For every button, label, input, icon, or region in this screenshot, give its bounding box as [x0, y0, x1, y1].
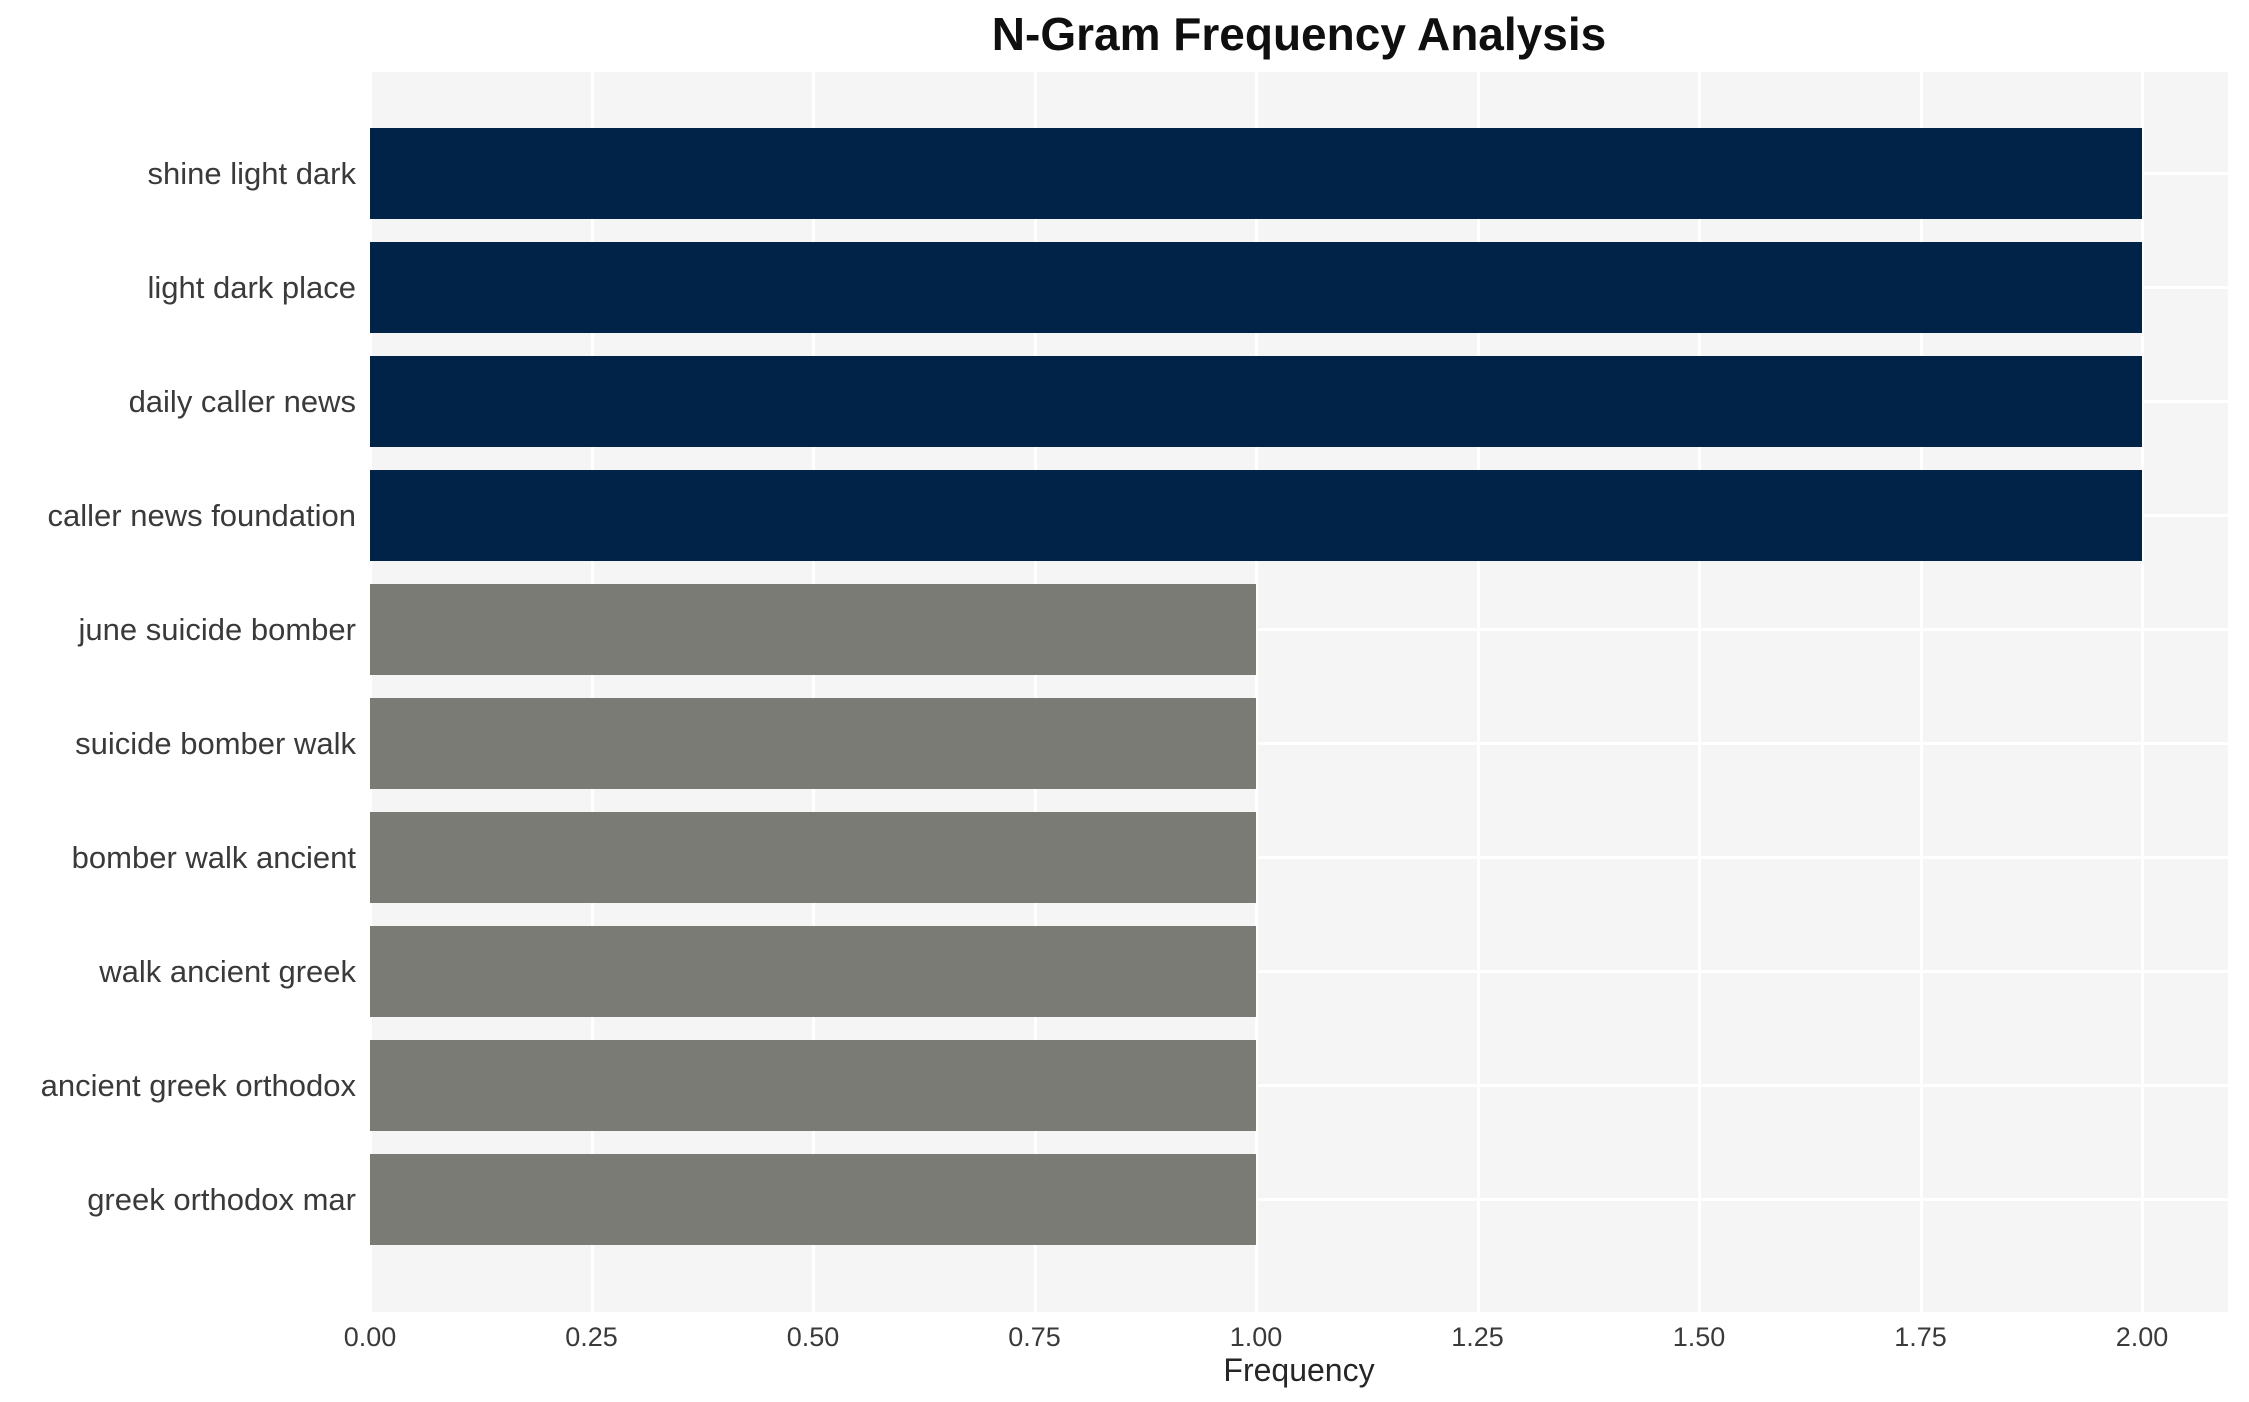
gridline-vertical: [1477, 72, 1480, 1312]
gridline-horizontal: [370, 856, 2228, 859]
gridline-vertical: [1255, 72, 1258, 1312]
x-tick-label: 0.50: [786, 1322, 840, 1352]
y-tick-label: ancient greek orthodox: [40, 1067, 356, 1103]
y-tick-label: greek orthodox mar: [87, 1181, 356, 1217]
y-tick-label: suicide bomber walk: [75, 725, 356, 761]
x-tick-label: 2.00: [2115, 1322, 2169, 1352]
gridline-vertical: [812, 72, 815, 1312]
y-tick-label: light dark place: [147, 269, 356, 305]
gridline-horizontal: [370, 628, 2228, 631]
x-axis-label: Frequency: [1223, 1352, 1375, 1388]
bar-june-suicide-bomber: [370, 584, 1256, 675]
gridline-vertical: [1034, 72, 1037, 1312]
gridline-vertical: [370, 72, 372, 1312]
x-tick-label: 1.25: [1451, 1322, 1504, 1352]
x-tick-label: 1.75: [1894, 1322, 1947, 1352]
gridline-horizontal: [370, 970, 2228, 973]
y-tick-label: walk ancient greek: [99, 953, 356, 989]
plot-area: [370, 72, 2228, 1312]
x-tick-label: 0.25: [565, 1322, 618, 1352]
y-tick-label: bomber walk ancient: [71, 839, 356, 875]
gridline-vertical: [591, 72, 594, 1312]
bar-caller-news-foundation: [370, 470, 2142, 561]
x-tick-label: 1.50: [1672, 1322, 1726, 1352]
y-tick-label: shine light dark: [147, 155, 356, 191]
x-tick-label: 0.00: [343, 1322, 397, 1352]
bar-walk-ancient-greek: [370, 926, 1256, 1017]
bar-greek-orthodox-mar: [370, 1154, 1256, 1245]
bar-light-dark-place: [370, 242, 2142, 333]
y-tick-label: june suicide bomber: [78, 611, 356, 647]
bar-shine-light-dark: [370, 128, 2142, 219]
gridline-vertical: [2141, 72, 2144, 1312]
bar-ancient-greek-orthodox: [370, 1040, 1256, 1131]
x-tick-label: 1.00: [1229, 1322, 1283, 1352]
bar-daily-caller-news: [370, 356, 2142, 447]
gridline-vertical: [1698, 72, 1701, 1312]
gridline-horizontal: [370, 742, 2228, 745]
x-tick-label: 0.75: [1008, 1322, 1061, 1352]
bar-bomber-walk-ancient: [370, 812, 1256, 903]
bar-suicide-bomber-walk: [370, 698, 1256, 789]
gridline-horizontal: [370, 1084, 2228, 1087]
gridline-vertical: [1920, 72, 1923, 1312]
y-tick-label: caller news foundation: [47, 497, 356, 533]
y-tick-label: daily caller news: [128, 383, 356, 419]
gridline-horizontal: [370, 1198, 2228, 1201]
chart-title: N-Gram Frequency Analysis: [991, 8, 1607, 60]
